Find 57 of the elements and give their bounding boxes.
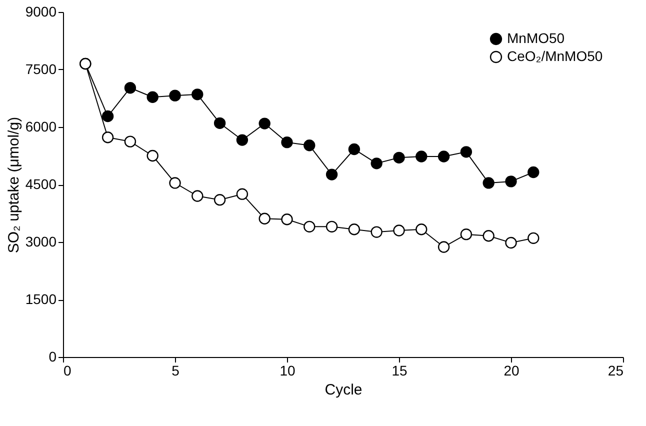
x-tick-label: 0 [64,362,72,378]
legend-label: MnMO50 [507,30,565,46]
y-tick-label: 4500 [25,176,57,192]
point [192,88,204,100]
point [393,224,405,236]
point [348,143,360,156]
y-tick-label: 9000 [25,4,57,20]
point [236,134,248,146]
point [214,194,226,206]
point [505,176,517,188]
point [169,177,181,189]
x-tick-label: 15 [392,362,408,378]
y-tick-label: 0 [48,348,57,364]
point [370,226,382,238]
point [326,168,338,180]
point [281,136,293,148]
point [124,136,136,148]
point [214,117,226,129]
y-tick-label: 7500 [25,61,57,77]
point [281,214,293,226]
point [460,146,472,158]
legend-label: CeO₂/MnMO50 [507,48,603,64]
point [304,140,316,152]
point [438,150,450,162]
y-tick-label: 6000 [25,118,57,134]
point [124,82,136,94]
x-axis-title: Cycle [324,382,362,398]
point [528,232,540,244]
x-tick-label: 5 [172,362,180,378]
point [192,190,204,202]
point [146,150,158,162]
y-tick-label: 3000 [25,234,57,250]
point [258,118,270,130]
point [460,228,472,240]
point [370,158,382,170]
point [393,152,405,164]
point [304,220,316,232]
x-tick-label: 25 [608,362,624,378]
point [528,166,540,178]
point [258,212,270,224]
point [348,224,360,236]
x-tick-label: 20 [504,362,520,378]
point [169,90,181,102]
point [482,230,494,242]
point [236,188,248,200]
point [505,236,517,249]
y-tick-label: 1500 [25,291,57,307]
point [102,132,114,144]
point [146,91,158,103]
y-axis-title: SO₂ uptake (μmol/g) [5,116,22,254]
point [102,110,114,122]
point [438,241,450,253]
point [482,177,494,189]
point [416,150,428,162]
point [326,220,338,232]
x-tick-label: 10 [280,362,296,378]
point [416,224,428,236]
